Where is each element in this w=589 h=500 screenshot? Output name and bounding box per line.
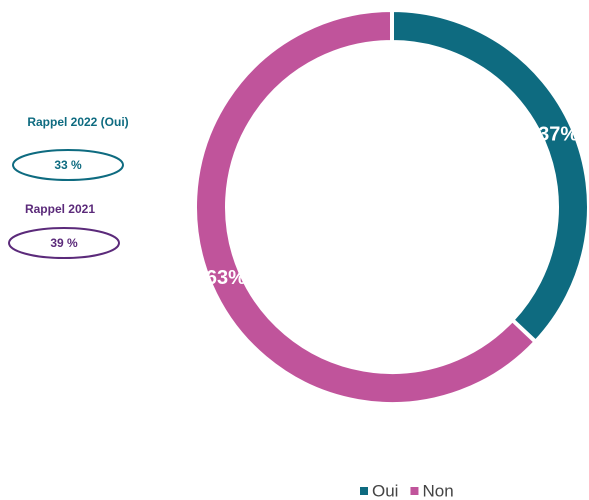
annotation-value: 33 %: [54, 158, 82, 172]
donut-slice: [390, 7, 589, 345]
annotation: Rappel 2022 (Oui) 33 %: [12, 115, 129, 181]
annotation: Rappel 2021 39 %: [8, 202, 120, 259]
annotation-title: Rappel 2021: [25, 202, 95, 216]
legend-swatch: [410, 487, 419, 495]
legend-label: Oui: [372, 481, 398, 500]
data-label: 37%: [538, 123, 578, 145]
annotation-oval: [12, 149, 124, 181]
legend-swatch: [360, 487, 368, 495]
annotation-value: 39 %: [50, 236, 78, 250]
data-label: 63%: [206, 267, 246, 289]
legend: Oui Non: [360, 481, 454, 500]
donut-slice: [193, 7, 539, 406]
annotation-oval: [8, 227, 120, 259]
annotation-title: Rappel 2022 (Oui): [27, 115, 128, 129]
legend-label: Non: [422, 481, 453, 500]
